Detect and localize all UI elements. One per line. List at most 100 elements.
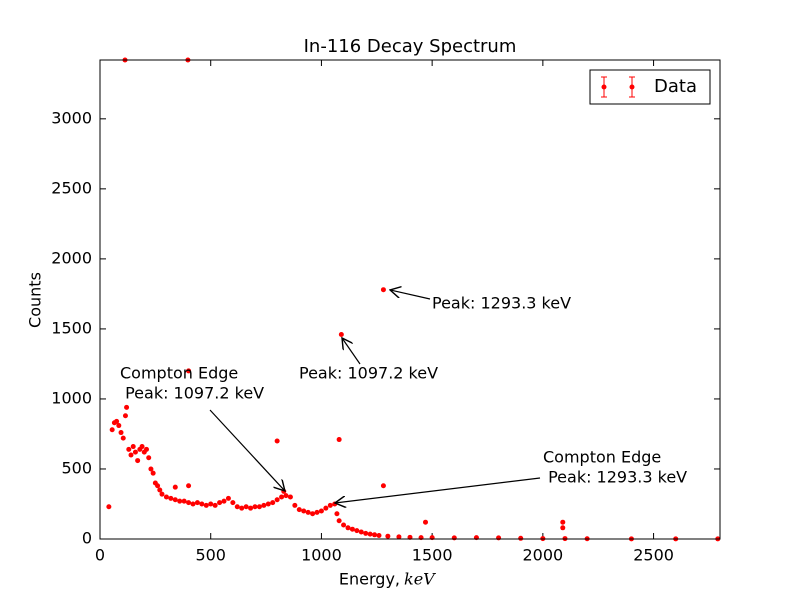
data-point — [186, 368, 192, 374]
data-point — [496, 535, 502, 541]
data-point — [177, 498, 183, 504]
x-tick-label: 0 — [95, 546, 105, 565]
data-point — [318, 508, 324, 514]
data-point — [261, 502, 267, 508]
data-point — [230, 500, 236, 506]
y-tick-label: 1000 — [51, 388, 92, 407]
annotation-arrow — [335, 477, 541, 503]
plot-frame — [99, 59, 721, 540]
y-tick-label: 1500 — [51, 318, 92, 337]
data-point — [186, 483, 192, 489]
data-point — [148, 466, 154, 472]
data-point — [358, 529, 364, 535]
data-point — [305, 509, 311, 515]
data-point — [194, 500, 200, 506]
annotation-arrow — [390, 290, 431, 300]
x-tick-label: 500 — [195, 546, 226, 565]
data-point — [354, 528, 360, 534]
data-point — [163, 494, 169, 500]
x-tick-label: 2000 — [522, 546, 563, 565]
annotation-arrow — [209, 409, 285, 491]
data-point — [367, 531, 373, 537]
data-point — [234, 504, 240, 510]
data-point — [221, 498, 227, 504]
data-point — [380, 483, 386, 489]
data-point — [130, 444, 136, 450]
data-point — [363, 530, 369, 536]
data-point — [172, 497, 178, 503]
data-point — [265, 501, 271, 507]
data-point — [385, 533, 391, 539]
legend: Data — [589, 69, 711, 105]
y-tick-label: 500 — [61, 458, 92, 477]
data-point — [252, 504, 258, 510]
data-point — [560, 519, 566, 525]
data-point — [349, 526, 355, 532]
data-point — [132, 449, 138, 455]
data-point — [376, 532, 382, 538]
data-point — [336, 518, 342, 524]
data-point — [181, 498, 187, 504]
data-point — [334, 511, 340, 517]
annotation-text: Peak: 1293.3 keV — [432, 294, 571, 313]
data-point — [380, 287, 386, 293]
data-point — [518, 535, 524, 541]
data-point — [208, 501, 214, 507]
data-point — [296, 507, 302, 513]
data-point — [172, 484, 178, 490]
y-tick-label: 2500 — [51, 178, 92, 197]
data-point — [199, 501, 205, 507]
data-point — [128, 452, 134, 458]
data-point — [314, 509, 320, 515]
legend-label: Data — [654, 76, 697, 97]
data-point — [248, 505, 254, 511]
data-point — [186, 500, 192, 506]
data-point — [336, 437, 342, 443]
y-tick-label: 3000 — [51, 108, 92, 127]
data-point — [212, 502, 218, 508]
data-point — [150, 470, 156, 476]
data-point — [144, 446, 149, 452]
data-point — [116, 423, 122, 429]
data-point — [310, 511, 316, 517]
y-axis-label: Counts — [26, 272, 45, 328]
x-axis-unit: keV — [404, 570, 436, 589]
x-tick-label: 1000 — [301, 546, 342, 565]
data-point — [274, 438, 280, 444]
data-point — [560, 525, 566, 531]
y-tick-label: 0 — [82, 529, 92, 548]
legend-marker — [629, 84, 635, 90]
data-point — [338, 332, 344, 338]
data-point — [120, 435, 126, 441]
data-point — [124, 404, 130, 410]
x-tick-label: 2500 — [633, 546, 674, 565]
y-tick-label: 2000 — [51, 248, 92, 267]
data-point — [243, 504, 249, 510]
data-point — [106, 504, 112, 510]
data-point — [396, 534, 402, 540]
data-point — [114, 418, 120, 424]
annotation-text: Peak: 1293.3 keV — [543, 468, 687, 487]
data-point — [423, 519, 428, 525]
data-point — [109, 427, 115, 433]
data-point — [239, 505, 245, 511]
data-point — [345, 525, 351, 531]
data-point — [126, 446, 132, 452]
annotation-text: Compton Edge — [120, 364, 238, 383]
data-point — [155, 483, 161, 489]
data-point — [451, 535, 457, 541]
data-point — [270, 500, 276, 506]
legend-marker — [601, 84, 607, 90]
data-point — [118, 430, 124, 436]
data-point — [256, 504, 262, 510]
data-point — [168, 495, 174, 501]
data-point — [122, 413, 128, 419]
x-tick-label: 1500 — [412, 546, 453, 565]
annotation-text: Peak: 1097.2 keV — [120, 384, 264, 403]
annotation-text: Peak: 1097.2 keV — [299, 364, 438, 383]
data-point — [372, 532, 378, 538]
data-point — [146, 455, 152, 461]
data-point — [283, 493, 289, 499]
annotation-text: Compton Edge — [543, 448, 661, 467]
